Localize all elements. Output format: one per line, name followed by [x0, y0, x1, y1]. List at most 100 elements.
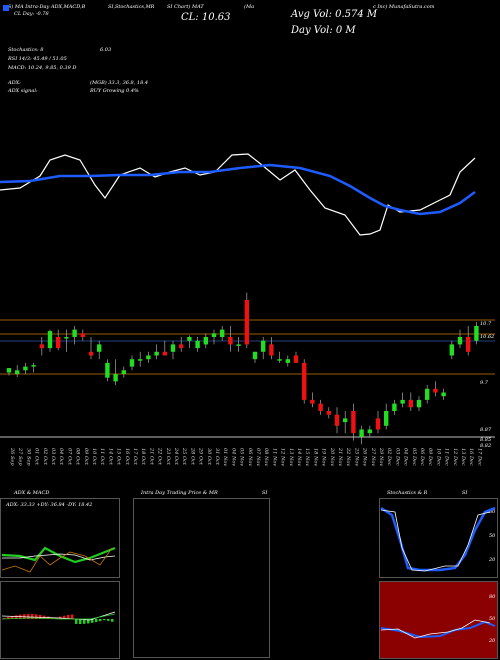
date-tick-label: 04 Dec [403, 448, 409, 466]
candle-body [433, 388, 438, 393]
date-tick-label: 25 Oct [181, 447, 187, 466]
stoch-panel-title: Stochastics & R [387, 490, 428, 496]
stoch-d-line [380, 506, 496, 572]
date-tick-label: 17 Oct [132, 448, 138, 466]
date-tick-label: 31 Oct [214, 448, 220, 466]
candle-body [129, 359, 135, 367]
date-tick-label: 19 Nov [321, 448, 327, 466]
macd-histogram-bar [107, 619, 110, 621]
day-vol: Day Vol: 0 M [291, 25, 356, 36]
adx-line [2, 553, 116, 561]
date-tick-label: 11 Nov [271, 448, 277, 466]
date-tick-label: 29 Oct [198, 447, 204, 466]
candle-body [351, 411, 356, 434]
candle-body [293, 355, 299, 363]
date-tick-label: 08 Nov [263, 448, 269, 466]
adx-panel [0, 498, 120, 578]
stoch-tick-80: 80 [489, 509, 496, 515]
candle-body [334, 414, 340, 426]
date-tick-label: 27 Nov [370, 447, 376, 466]
rsi-panel [379, 581, 498, 659]
rsi-tick-80: 80 [489, 594, 496, 600]
candle-body [187, 337, 192, 341]
candle-body [269, 344, 274, 356]
candle-body [375, 418, 381, 430]
date-tick-label: 07 Oct [66, 448, 72, 466]
macd-histogram-bar [11, 616, 14, 619]
candle-body [252, 351, 258, 360]
avg-vol: Avg Vol: 0.574 M [291, 9, 378, 20]
header-title-mid2: SI Chart) MAT [167, 4, 204, 10]
rsi-line [380, 619, 491, 639]
macd-histogram-bar [35, 614, 38, 619]
date-tick-label: 05 Nov [239, 448, 245, 466]
macd-histogram-bar [15, 615, 18, 619]
candle-body [400, 399, 405, 404]
date-tick-label: 04 Nov [230, 448, 236, 466]
candle-body [244, 300, 249, 345]
candle-body [310, 399, 315, 404]
intra-day-panel [133, 498, 270, 658]
macd-histogram-bar [63, 615, 66, 619]
date-tick-label: 22 Nov [345, 447, 351, 466]
adx-values: (MGB) 33.3, 36.8, 18.4 [90, 80, 149, 86]
date-tick-label: 14 Oct [107, 448, 113, 466]
candle-body [195, 340, 200, 349]
date-tick-label: 07 Nov [255, 448, 261, 466]
candle-body [64, 337, 69, 339]
date-tick-label: 25 Nov [353, 447, 359, 466]
date-tick-label: 26 Nov [362, 447, 368, 466]
date-tick-label: 08 Oct [75, 448, 81, 466]
stoch-tick-20: 20 [489, 557, 496, 563]
date-tick-label: 21 Oct [148, 447, 154, 466]
candle-body [474, 325, 479, 341]
ma-legend-swatch [3, 5, 9, 11]
date-tick-label: 28 Oct [189, 447, 195, 466]
candle-body [236, 344, 241, 346]
date-tick-label: 14 Nov [296, 448, 302, 466]
date-tick-label: 21 Nov [337, 447, 343, 466]
header-title-mid3: (Ma [244, 4, 255, 10]
macd-histogram-bar [55, 617, 58, 619]
macd-histogram-bar [27, 614, 30, 619]
date-tick-label: 05 Dec [411, 448, 417, 466]
date-tick-label: 12 Nov [280, 448, 286, 466]
date-tick-label: 01 Oct [34, 448, 40, 466]
date-tick-label: 20 Nov [329, 447, 335, 466]
candle-body [318, 403, 323, 411]
candle-body [146, 355, 151, 360]
date-tick-label: 11 Oct [99, 448, 105, 466]
date-tick-label: 18 Oct [140, 448, 146, 466]
candle-body [39, 344, 44, 349]
candle-body [121, 370, 126, 374]
date-tick-label: 13 Dec [460, 448, 466, 466]
date-tick-label: 15 Oct [116, 448, 122, 466]
macd-histogram-bar [95, 619, 98, 623]
rsi-tick-50: 50 [489, 616, 496, 622]
candle-body [220, 329, 225, 337]
macd-histogram-bar [83, 619, 86, 624]
macd-histogram-bar [87, 619, 90, 624]
adx-panel-values: ADX: 33.33 +DY: 36.84 -DY: 18.42 [6, 502, 93, 508]
macd-signal-line [1, 613, 116, 620]
macd-histogram-bar [7, 617, 10, 619]
date-tick-label: 13 Nov [288, 448, 294, 466]
candle-body [392, 403, 397, 411]
candle-body [416, 399, 422, 408]
header-title-left: (S) MA Intra-Day ADX,MACD,B [6, 4, 86, 10]
candle-body [47, 331, 53, 349]
date-tick-label: 02 Dec [386, 448, 392, 466]
candle-body [23, 366, 28, 371]
candle-body [211, 333, 217, 337]
date-tick-label: 10 Oct [91, 448, 97, 466]
candle-body [408, 399, 413, 408]
candle-body [466, 337, 471, 352]
candle-body [359, 429, 364, 437]
date-tick-label: 06 Dec [419, 448, 425, 466]
date-tick-label: 09 Oct [83, 448, 89, 466]
date-tick-label: 24 Oct [173, 447, 179, 466]
adx-plus-line [1, 546, 116, 564]
candle-body [302, 362, 307, 400]
candle-body [162, 351, 167, 356]
candle-body [179, 344, 184, 349]
